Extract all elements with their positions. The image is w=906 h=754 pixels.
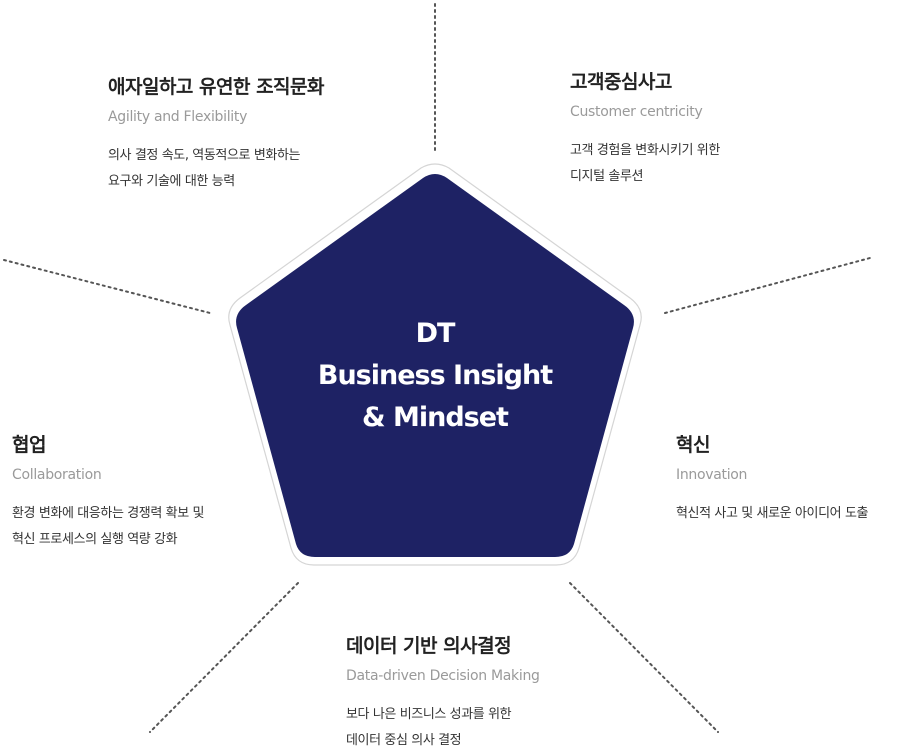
collaboration-subtitle: Collaboration — [12, 467, 102, 483]
data-driven-title: 데이터 기반 의사결정 — [346, 635, 512, 657]
collaboration-desc-line-1: 환경 변화에 대응하는 경쟁력 확보 및 — [12, 506, 205, 521]
innovation-title: 혁신 — [676, 434, 710, 456]
innovation-desc-line-1: 혁신적 사고 및 새로운 아이디어 도출 — [676, 506, 869, 521]
agility-desc-line-2: 요구와 기술에 대한 능력 — [108, 174, 235, 189]
pentagon — [236, 174, 634, 557]
collaboration-block: 협업 Collaboration 환경 변화에 대응하는 경쟁력 확보 및 혁신… — [12, 430, 204, 553]
connector-bottom-left — [149, 582, 299, 733]
innovation-block: 혁신 Innovation 혁신적 사고 및 새로운 아이디어 도출 — [676, 430, 868, 527]
innovation-subtitle: Innovation — [676, 467, 748, 483]
customer-title: 고객중심사고 — [570, 71, 672, 93]
collaboration-title: 협업 — [12, 434, 46, 456]
connector-bottom-right — [569, 582, 719, 733]
connector-right — [664, 257, 871, 314]
customer-description: 고객 경험을 변화시키기 위한 디지털 솔루션 — [570, 138, 720, 190]
customer-desc-line-1: 고객 경험을 변화시키기 위한 — [570, 143, 720, 158]
agility-block: 애자일하고 유연한 조직문화 Agility and Flexibility 의… — [108, 72, 325, 195]
collaboration-description: 환경 변화에 대응하는 경쟁력 확보 및 혁신 프로세스의 실행 역량 강화 — [12, 501, 204, 553]
agility-description: 의사 결정 속도, 역동적으로 변화하는 요구와 기술에 대한 능력 — [108, 143, 324, 195]
agility-subtitle: Agility and Flexibility — [108, 109, 248, 125]
customer-subtitle: Customer centricity — [570, 104, 703, 120]
data-driven-desc-line-2: 데이터 중심 의사 결정 — [346, 733, 462, 748]
agility-desc-line-1: 의사 결정 속도, 역동적으로 변화하는 — [108, 148, 301, 163]
center-title-line-1: DT — [415, 318, 456, 349]
connector-left — [3, 259, 211, 314]
customer-block: 고객중심사고 Customer centricity 고객 경험을 변화시키기 … — [570, 67, 720, 190]
data-driven-desc-line-1: 보다 나은 비즈니스 성과를 위한 — [346, 707, 512, 722]
data-driven-block: 데이터 기반 의사결정 Data-driven Decision Making … — [346, 631, 540, 754]
data-driven-description: 보다 나은 비즈니스 성과를 위한 데이터 중심 의사 결정 — [346, 702, 540, 754]
collaboration-desc-line-2: 혁신 프로세스의 실행 역량 강화 — [12, 532, 178, 547]
center-title: DT Business Insight & Mindset — [290, 313, 580, 439]
innovation-description: 혁신적 사고 및 새로운 아이디어 도출 — [676, 501, 868, 527]
data-driven-subtitle: Data-driven Decision Making — [346, 668, 540, 684]
center-title-line-3: & Mindset — [362, 402, 509, 433]
agility-title: 애자일하고 유연한 조직문화 — [108, 76, 325, 98]
center-title-line-2: Business Insight — [317, 360, 553, 391]
customer-desc-line-2: 디지털 솔루션 — [570, 169, 644, 184]
